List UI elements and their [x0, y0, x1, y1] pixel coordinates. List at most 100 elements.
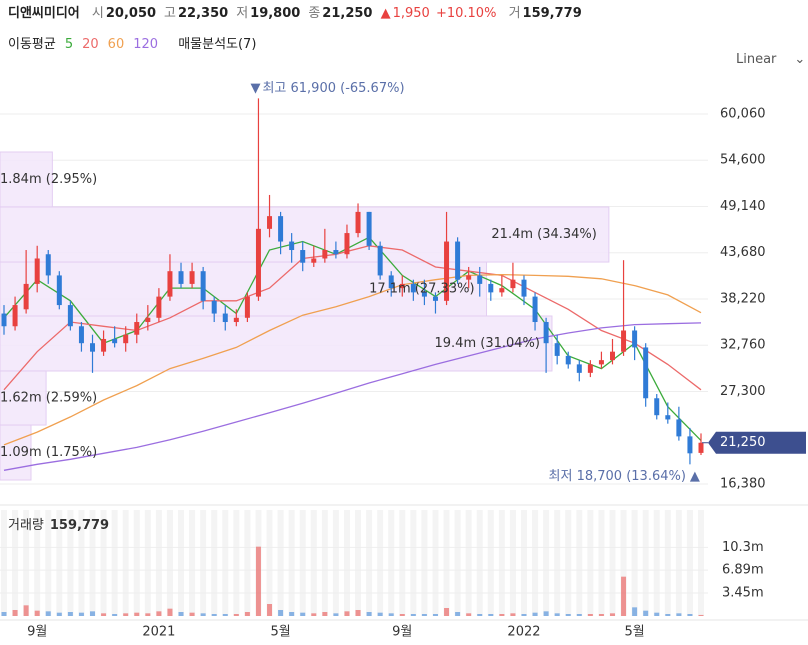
volume-bar [399, 614, 405, 616]
item-label: 종 [308, 6, 321, 21]
y-tick-label: 49,140 [720, 199, 766, 214]
ma-title[interactable]: 이동평균 [8, 37, 56, 52]
candle-body [12, 305, 18, 327]
volume-bar [698, 614, 704, 616]
volume-stripe [122, 510, 129, 616]
volume-stripe [12, 510, 19, 616]
candle-body [355, 211, 361, 234]
candle-body [45, 254, 51, 276]
volume-stripe [388, 510, 395, 616]
y-tick-label: 32,760 [720, 338, 766, 353]
volume-bar [521, 614, 527, 616]
volume-bar [510, 613, 516, 616]
volume-tick-label: 6.89m [722, 563, 764, 578]
volume-bar [654, 612, 660, 616]
x-tick-label: 2021 [142, 625, 175, 640]
volume-profile-label: 19.4m (31.04%) [435, 336, 540, 351]
volume-bar [178, 612, 184, 616]
volume-bar [278, 610, 284, 616]
high-annotation: 최고 61,900 (-65.67%) [262, 81, 404, 96]
volume-bar [488, 614, 494, 616]
change-pct: +10.10% [435, 6, 497, 21]
candle-body [643, 347, 649, 399]
volume-stripe [664, 510, 671, 616]
candle-body [145, 317, 151, 323]
volume-bar [255, 546, 261, 616]
volume-stripe [200, 510, 207, 616]
candle-body [388, 275, 394, 289]
profile-toggle[interactable]: 매물분석도(7) [178, 37, 257, 52]
low-annotation: 최저 18,700 (13.64%) [549, 469, 686, 484]
volume-stripe [299, 510, 306, 616]
volume-stripe [100, 510, 107, 616]
volume-stripe [343, 510, 350, 616]
candle-body [565, 355, 571, 365]
volume-stripe [543, 510, 550, 616]
item-label: 시 [91, 6, 104, 21]
volume-bar [554, 613, 560, 616]
candle-body [101, 338, 107, 352]
volume-stripe [266, 510, 273, 616]
candle-body [233, 317, 239, 323]
candle-body [654, 398, 660, 416]
volume-stripe [78, 510, 85, 616]
candle-body [34, 258, 40, 284]
candle-body [366, 211, 372, 246]
candle-body [222, 313, 228, 323]
candle-body [598, 360, 604, 365]
candle-body [67, 305, 73, 327]
volume-bar [366, 612, 372, 616]
volume-stripe [23, 510, 30, 616]
volume-bar [444, 608, 450, 616]
volume-tick-label: 3.45m [722, 586, 764, 601]
volume-bar [598, 614, 604, 616]
candle-body [255, 228, 261, 297]
chevron: ⌄ [794, 52, 806, 67]
candle-body [554, 343, 560, 356]
volume-bar [377, 612, 383, 616]
volume-stripe [675, 510, 682, 616]
scale-button[interactable]: Linear ⌄ [736, 52, 805, 67]
volume-tick-label: 10.3m [722, 540, 764, 555]
x-tick-label: 9월 [27, 625, 47, 640]
volume-stripe [166, 510, 173, 616]
volume-profile-label: 1.62m (2.59%) [0, 391, 97, 406]
volume-stripe [321, 510, 328, 616]
volume-bar [665, 614, 671, 616]
candle-body [455, 241, 461, 280]
volume-stripe [332, 510, 339, 616]
candle-body [90, 343, 96, 352]
candle-body [289, 241, 295, 251]
volume-bar [432, 614, 438, 616]
volume-stripe [565, 510, 572, 616]
volume-stripe [34, 510, 41, 616]
candle-body [477, 275, 483, 284]
volume-bar [632, 607, 638, 616]
candle-body [532, 296, 538, 323]
item-value: 19,800 [250, 6, 301, 21]
volume-stripe [222, 510, 229, 616]
volume-stripe [698, 510, 704, 616]
candle-body [178, 271, 184, 284]
volume-stripe [509, 510, 516, 616]
volume-bar [532, 612, 538, 616]
current-price-label: 21,250 [720, 435, 766, 450]
volume-stripe [532, 510, 539, 616]
volume-current: 159,779 [50, 518, 109, 533]
volume-stripe [45, 510, 52, 616]
volume-value: 159,779 [522, 6, 582, 21]
volume-stripe [487, 510, 494, 616]
volume-stripe [476, 510, 483, 616]
volume-bar [112, 614, 118, 616]
y-tick-label: 43,680 [720, 245, 766, 260]
candle-body [244, 296, 250, 318]
volume-stripe [410, 510, 417, 616]
volume-stripe [653, 510, 660, 616]
ma-legend: 20 [82, 37, 99, 52]
candle-body [399, 283, 405, 289]
header: 디앤씨미디어 시 20,050 고 22,350 저 19,800 종 21,250 ▲ 1,9… [8, 2, 584, 21]
volume-bar [421, 614, 427, 616]
volume-stripe [144, 510, 151, 616]
volume-stripe [642, 510, 649, 616]
high-marker: ▼ [250, 81, 260, 96]
